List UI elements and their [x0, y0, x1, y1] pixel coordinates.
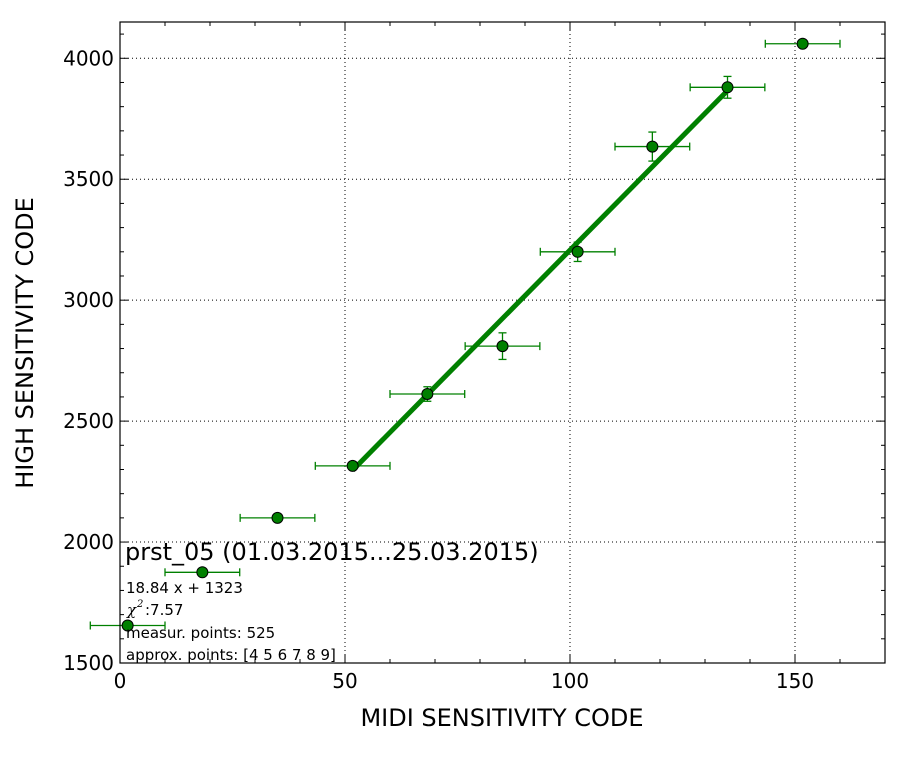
annotation-equation: 18.84 x + 1323: [126, 579, 243, 597]
data-point: [421, 388, 434, 401]
annotation-measur-points: measur. points: 525: [126, 624, 275, 642]
y-tick-labels: 1500 2000 2500 3000 3500 4000: [63, 46, 114, 675]
data-point: [121, 619, 134, 632]
annotation-approx-points: approx. points: [4 5 6 7 8 9]: [126, 646, 336, 664]
data-points-layer: [89, 37, 841, 632]
data-point-group: [689, 75, 766, 99]
x-tick-labels: 0 50 100 150: [114, 669, 814, 693]
y-axis-label: HIGH SENSITIVITY CODE: [11, 197, 39, 489]
x-tick-label: 100: [551, 669, 589, 693]
data-point-group: [164, 566, 241, 579]
data-point: [271, 511, 284, 524]
data-point: [571, 245, 584, 258]
data-point: [646, 140, 659, 153]
fit-line: [350, 88, 730, 472]
data-point-group: [89, 619, 166, 632]
data-point-group: [389, 386, 466, 402]
x-tick-label: 150: [776, 669, 814, 693]
y-tick-label: 4000: [63, 46, 114, 70]
data-point: [496, 340, 509, 353]
x-axis-label: MIDI SENSITIVITY CODE: [360, 704, 643, 732]
plot-frame: [119, 21, 886, 664]
data-point: [721, 81, 734, 94]
data-point: [796, 37, 809, 50]
data-point-group: [239, 511, 316, 524]
minor-ticks: [120, 22, 885, 663]
x-tick-label: 0: [114, 669, 127, 693]
annotation-chi-symbol: χ: [126, 601, 137, 619]
data-point-group: [314, 459, 391, 472]
annotation-chi-value: :7.57: [145, 601, 183, 619]
data-point: [346, 459, 359, 472]
data-point-group: [539, 241, 616, 263]
y-tick-label: 1500: [63, 651, 114, 675]
y-tick-label: 3500: [63, 167, 114, 191]
annotation-title: prst_05 (01.03.2015...25.03.2015): [125, 538, 539, 566]
data-point-group: [764, 37, 841, 50]
fit-line-layer: [350, 88, 730, 472]
y-tick-label: 3000: [63, 288, 114, 312]
data-point-group: [614, 131, 691, 162]
data-point: [196, 566, 209, 579]
x-tick-label: 50: [332, 669, 357, 693]
y-tick-label: 2500: [63, 409, 114, 433]
y-tick-label: 2000: [63, 530, 114, 554]
annotation-chi-exponent: 2: [136, 599, 143, 610]
data-point-group: [464, 332, 541, 361]
